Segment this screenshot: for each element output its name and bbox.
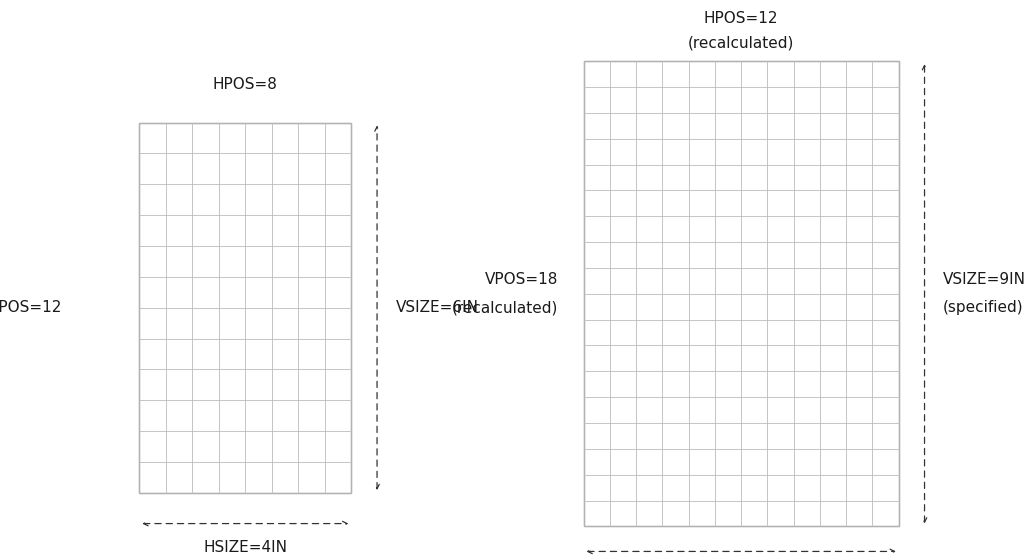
Text: HPOS=12: HPOS=12 [703, 11, 779, 26]
Text: (recalculated): (recalculated) [688, 35, 794, 50]
Text: VSIZE=6IN: VSIZE=6IN [396, 300, 478, 315]
Text: VSIZE=9IN: VSIZE=9IN [943, 272, 1026, 287]
Text: VPOS=12: VPOS=12 [0, 300, 62, 315]
Text: (specified): (specified) [943, 300, 1024, 315]
Text: HPOS=8: HPOS=8 [213, 77, 278, 92]
Text: VPOS=18: VPOS=18 [484, 272, 558, 287]
Text: (recalculated): (recalculated) [451, 300, 558, 315]
Bar [584, 61, 899, 526]
Text: HSIZE=4IN: HSIZE=4IN [204, 540, 287, 555]
Bar [139, 123, 351, 493]
